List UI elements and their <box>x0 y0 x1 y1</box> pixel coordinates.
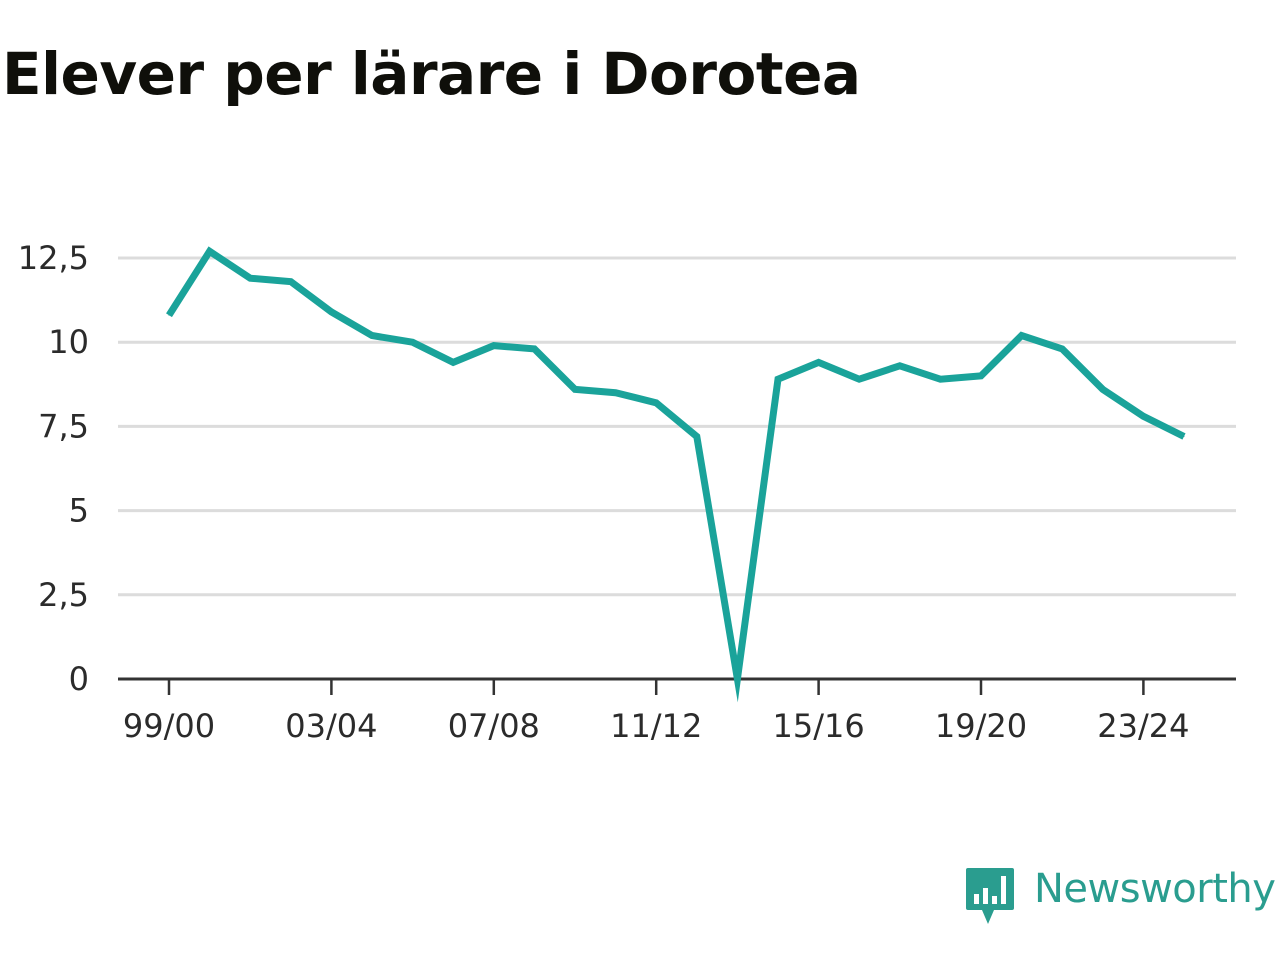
data-point <box>696 436 698 438</box>
y-axis-ticks: 0 2,5 5 7,5 10 12,5 <box>18 239 89 698</box>
data-point <box>249 277 251 279</box>
data-point <box>1061 348 1063 350</box>
data-point <box>858 378 860 380</box>
y-tick-label: 10 <box>48 323 89 361</box>
data-point <box>209 250 211 252</box>
x-tick-label: 03/04 <box>285 707 377 745</box>
newsworthy-logo-icon <box>966 868 1014 924</box>
data-point <box>493 345 495 347</box>
data-point <box>1183 436 1185 438</box>
data-point <box>330 311 332 313</box>
data-point <box>980 375 982 377</box>
series-line <box>166 246 1186 703</box>
data-point <box>1142 415 1144 417</box>
data-point <box>574 388 576 390</box>
x-tick-label: 07/08 <box>448 707 540 745</box>
y-tick-label: 0 <box>69 660 89 698</box>
data-point <box>290 281 292 283</box>
x-axis-ticks: 99/00 03/04 07/08 11/12 15/16 19/20 23/24 <box>123 679 1190 745</box>
x-tick-label: 15/16 <box>772 707 864 745</box>
chart-title: Elever per lärare i Dorotea <box>2 40 861 108</box>
data-point <box>899 365 901 367</box>
data-point <box>1102 388 1104 390</box>
x-tick-label: 99/00 <box>123 707 215 745</box>
data-point <box>168 314 170 316</box>
x-tick-label: 19/20 <box>935 707 1027 745</box>
newsworthy-brand[interactable]: Newsworthy <box>964 864 1276 928</box>
brand-name: Newsworthy <box>1034 866 1276 912</box>
data-point <box>371 334 373 336</box>
data-point <box>452 361 454 363</box>
y-tick-label: 5 <box>69 492 89 530</box>
data-point <box>939 378 941 380</box>
data-point <box>818 361 820 363</box>
x-tick-label: 11/12 <box>610 707 702 745</box>
series-group <box>166 246 1186 703</box>
data-point <box>777 378 779 380</box>
data-point <box>533 348 535 350</box>
data-point <box>412 341 414 343</box>
data-point <box>736 678 738 680</box>
x-tick-label: 23/24 <box>1097 707 1189 745</box>
data-point <box>655 402 657 404</box>
data-point <box>615 392 617 394</box>
y-tick-label: 12,5 <box>18 239 89 277</box>
data-point <box>1021 334 1023 336</box>
y-tick-label: 7,5 <box>38 407 89 445</box>
y-tick-label: 2,5 <box>38 576 89 614</box>
gridlines <box>118 256 1236 597</box>
